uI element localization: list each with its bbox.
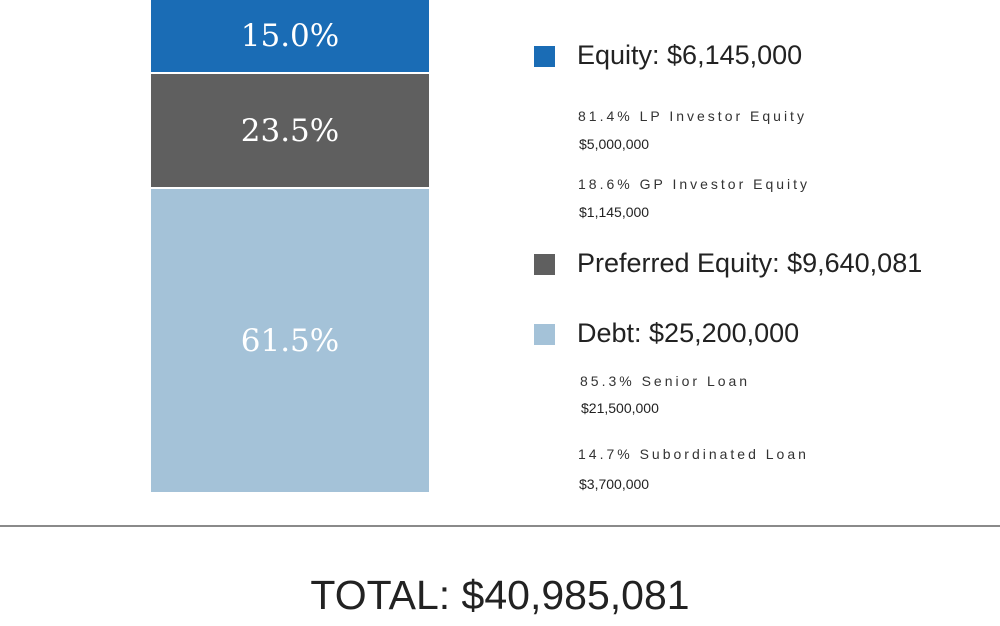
bar-segment-label: 23.5% [240, 112, 340, 149]
legend-sub-item-value: $1,145,000 [579, 204, 650, 220]
legend-title: Preferred Equity: $9,640,081 [577, 248, 923, 278]
bar-segment-label: 15.0% [240, 17, 340, 54]
legend-sub-item-value: $5,000,000 [579, 136, 650, 152]
total-label: TOTAL: $40,985,081 [310, 572, 690, 618]
stacked-bar: 61.5% 23.5% 15.0% [151, 0, 429, 492]
legend-sub-item-name: 85.3% Senior Loan [580, 373, 751, 389]
legend: Equity: $6,145,000 81.4% LP Investor Equi… [534, 40, 923, 492]
bar-segment-debt: 61.5% [151, 189, 429, 492]
legend-sub-item-value: $3,700,000 [579, 476, 650, 492]
legend-title: Debt: $25,200,000 [577, 318, 800, 348]
legend-sub-item-name: 14.7% Subordinated Loan [578, 446, 809, 462]
bar-segment-label: 61.5% [240, 322, 340, 359]
legend-sub-item-name: 81.4% LP Investor Equity [578, 108, 807, 124]
legend-sub-item-value: $21,500,000 [581, 400, 659, 416]
divider [0, 525, 1000, 527]
legend-swatch-icon [534, 254, 555, 275]
legend-swatch-icon [534, 46, 555, 67]
bar-segment-preferred-equity: 23.5% [151, 73, 429, 190]
legend-title: Equity: $6,145,000 [577, 40, 803, 70]
bar-segment-equity: 15.0% [151, 0, 429, 74]
legend-sub-item-name: 18.6% GP Investor Equity [578, 176, 811, 192]
legend-swatch-icon [534, 324, 555, 345]
